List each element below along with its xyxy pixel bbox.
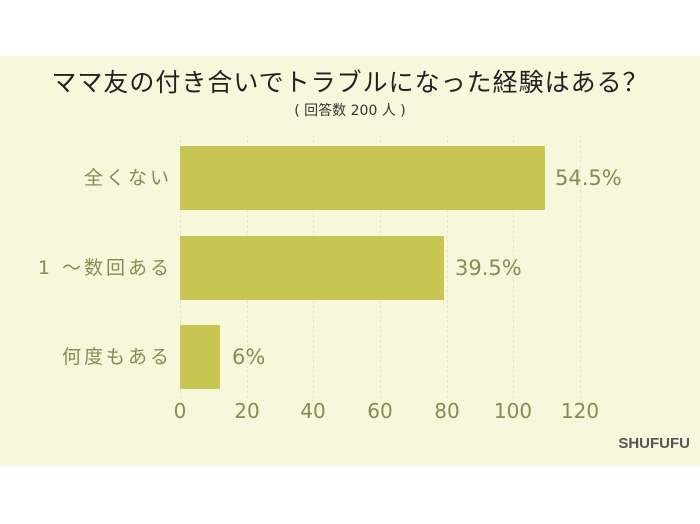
x-tick-label: 0 [173,399,187,423]
category-label: 全くない [83,167,172,189]
bar-once-to-several [180,236,444,300]
x-tick-label: 60 [367,399,393,423]
x-tick-label: 120 [560,399,600,423]
value-label: 54.5% [555,166,622,190]
chart-title: ママ友の付き合いでトラブルになった経験はある？ [51,68,649,97]
gridline-120 [580,135,581,398]
x-tick-label: 40 [300,399,326,423]
x-tick-label: 20 [234,399,260,423]
chart-subtitle: ( 回答数 200 人 ) [294,103,406,119]
gridline-80 [447,135,448,398]
gridline-100 [513,135,514,398]
x-tick-label: 100 [493,399,533,423]
x-tick-label: 80 [434,399,460,423]
bar-many-times [180,325,220,389]
category-label: 1 ～数回ある [37,257,172,279]
source-credit: SHUFUFU [618,435,690,452]
value-label: 6% [232,345,266,369]
category-label: 何度もある [61,346,172,368]
value-label: 39.5% [455,256,522,280]
bar-never [180,146,545,210]
